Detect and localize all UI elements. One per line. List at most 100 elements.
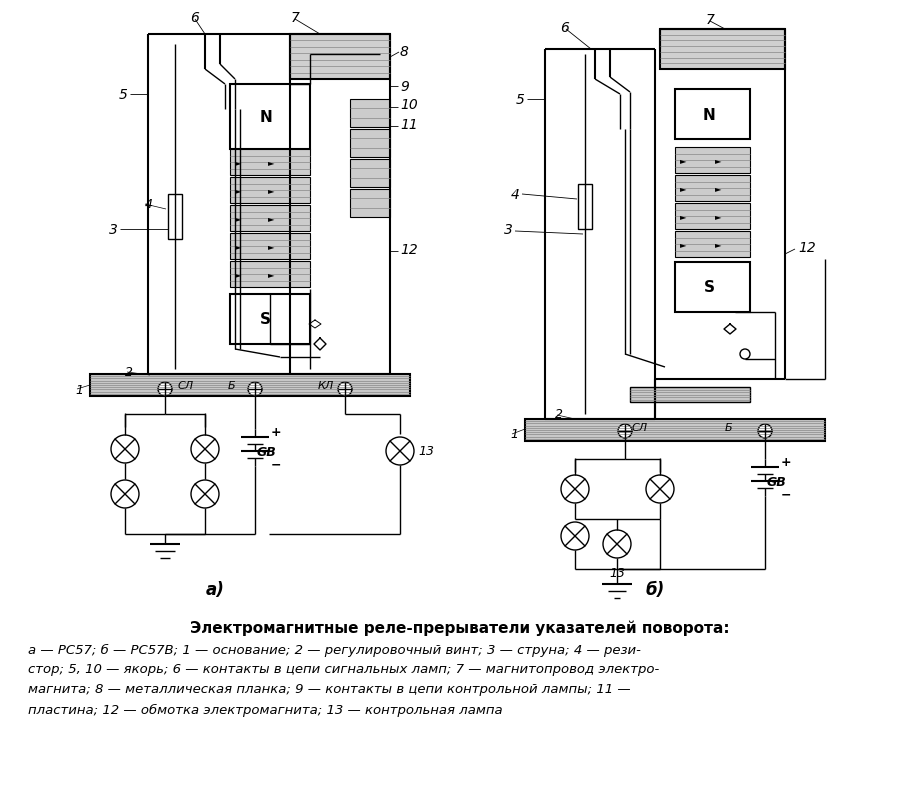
Circle shape <box>191 480 219 508</box>
Text: 11: 11 <box>400 118 417 132</box>
Circle shape <box>645 475 674 504</box>
Circle shape <box>618 424 631 439</box>
Bar <box>230 206 310 232</box>
Text: 12: 12 <box>400 242 417 257</box>
Text: ►: ► <box>234 158 242 167</box>
Text: 7: 7 <box>290 11 299 25</box>
Text: а): а) <box>205 581 224 599</box>
Text: Электромагнитные реле-прерыватели указателей поворота:: Электромагнитные реле-прерыватели указат… <box>190 620 729 635</box>
Text: ►: ► <box>234 214 242 223</box>
Bar <box>675 148 749 174</box>
Text: ►: ► <box>679 157 686 165</box>
Text: ►: ► <box>267 214 274 223</box>
Text: 3: 3 <box>504 223 513 237</box>
Text: 5: 5 <box>516 93 525 107</box>
Text: ►: ► <box>267 158 274 167</box>
Circle shape <box>111 436 139 463</box>
Text: магнита; 8 — металлическая планка; 9 — контакты в цепи контрольной лампы; 11 —: магнита; 8 — металлическая планка; 9 — к… <box>28 683 630 696</box>
Text: ►: ► <box>267 270 274 279</box>
Circle shape <box>602 530 630 558</box>
Bar <box>525 419 824 441</box>
Text: N: N <box>702 107 715 122</box>
Text: ►: ► <box>267 187 274 195</box>
Text: КЛ: КЛ <box>318 380 334 391</box>
Text: 3: 3 <box>109 223 118 237</box>
Bar <box>289 35 390 80</box>
Circle shape <box>111 480 139 508</box>
Bar <box>577 185 591 230</box>
Circle shape <box>739 350 749 359</box>
Text: ►: ► <box>679 184 686 193</box>
Circle shape <box>337 383 352 397</box>
Bar <box>230 150 310 176</box>
Text: 4: 4 <box>511 188 519 202</box>
Text: S: S <box>703 280 714 295</box>
Text: ►: ► <box>234 187 242 195</box>
Text: стор; 5, 10 — якорь; 6 — контакты в цепи сигнальных ламп; 7 — магнитопровод элек: стор; 5, 10 — якорь; 6 — контакты в цепи… <box>28 663 659 676</box>
Circle shape <box>561 522 588 551</box>
Bar <box>675 263 749 312</box>
Text: 2: 2 <box>554 408 562 421</box>
Text: пластина; 12 — обмотка электромагнита; 13 — контрольная лампа: пластина; 12 — обмотка электромагнита; 1… <box>28 702 502 715</box>
Text: 5: 5 <box>119 88 128 102</box>
Text: 8: 8 <box>400 45 408 59</box>
Text: N: N <box>259 110 272 126</box>
Bar <box>168 195 182 240</box>
Text: −: − <box>271 458 281 471</box>
Text: ►: ► <box>234 270 242 279</box>
Text: 9: 9 <box>400 80 408 94</box>
Text: ►: ► <box>234 242 242 251</box>
Bar <box>675 204 749 230</box>
Text: GB: GB <box>766 476 786 489</box>
Text: СЛ: СЛ <box>631 423 647 432</box>
Text: ►: ► <box>679 240 686 249</box>
Bar <box>675 232 749 258</box>
Text: ►: ► <box>714 212 720 221</box>
Bar <box>230 262 310 288</box>
Bar <box>630 388 749 402</box>
Text: ►: ► <box>267 242 274 251</box>
Text: 6: 6 <box>560 21 569 35</box>
Circle shape <box>757 424 771 439</box>
Text: 7: 7 <box>705 13 714 27</box>
Text: −: − <box>780 488 790 501</box>
Text: 13: 13 <box>608 566 624 579</box>
Circle shape <box>158 383 172 397</box>
Text: 2: 2 <box>125 365 133 378</box>
Text: ►: ► <box>714 240 720 249</box>
Bar <box>230 234 310 260</box>
Bar <box>675 90 749 139</box>
Text: Б: Б <box>228 380 235 391</box>
Bar <box>230 178 310 204</box>
Circle shape <box>191 436 219 463</box>
Bar <box>349 160 390 188</box>
Text: ►: ► <box>714 184 720 193</box>
Text: СЛ: СЛ <box>177 380 194 391</box>
Text: 10: 10 <box>400 98 417 112</box>
Bar <box>230 85 310 150</box>
Text: ►: ► <box>679 212 686 221</box>
Text: 6: 6 <box>190 11 199 25</box>
Text: GB: GB <box>256 446 277 459</box>
Text: б): б) <box>644 581 664 599</box>
Circle shape <box>248 383 262 397</box>
Bar <box>230 294 310 345</box>
Text: 4: 4 <box>145 198 153 211</box>
Bar <box>90 375 410 397</box>
Text: 13: 13 <box>417 445 434 458</box>
Text: 12: 12 <box>797 241 815 255</box>
Text: а — РС57; б — РС57В; 1 — основание; 2 — регулировочный винт; 3 — струна; 4 — рез: а — РС57; б — РС57В; 1 — основание; 2 — … <box>28 642 641 656</box>
Text: Б: Б <box>724 423 732 432</box>
Circle shape <box>386 437 414 466</box>
Text: 1: 1 <box>75 383 83 396</box>
Text: +: + <box>780 456 790 469</box>
Text: +: + <box>271 426 281 439</box>
Bar <box>659 30 784 70</box>
Bar <box>349 130 390 158</box>
Text: ►: ► <box>714 157 720 165</box>
Bar <box>675 176 749 202</box>
Bar <box>349 190 390 217</box>
Text: 1: 1 <box>509 428 517 441</box>
Text: S: S <box>259 312 270 327</box>
Bar <box>349 100 390 128</box>
